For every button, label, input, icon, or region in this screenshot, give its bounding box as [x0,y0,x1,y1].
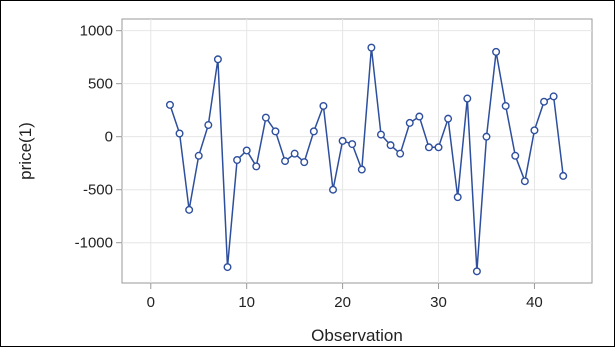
data-point [415,112,424,121]
data-point [367,43,376,52]
data-point [482,132,491,141]
data-point [444,114,453,123]
data-point [549,92,558,101]
data-point [376,130,385,139]
data-point [453,193,462,202]
data-point [252,162,261,171]
x-tick-label: 30 [430,294,447,311]
data-point [290,149,299,158]
x-tick-label: 40 [526,294,543,311]
data-point [338,136,347,145]
x-tick-label: 20 [334,294,351,311]
y-axis-title: price(1) [16,122,35,180]
series-line [169,47,564,272]
x-axis-ticks: 0 10 20 30 40 [147,283,543,311]
data-point [396,149,405,158]
data-point [242,146,251,155]
data-point [204,121,213,130]
data-point [281,157,290,166]
data-point [357,165,366,174]
data-points [165,43,568,276]
data-point [329,185,338,194]
plot-area [121,18,593,284]
data-point [348,140,357,149]
data-point [434,143,443,152]
y-tick-label: 500 [88,76,113,93]
data-point [194,151,203,160]
data-point [309,127,318,136]
data-point [520,177,529,186]
data-point [463,94,472,103]
data-point [165,100,174,109]
data-point [213,55,222,64]
data-point [492,47,501,56]
data-point [405,118,414,127]
data-point [300,158,309,167]
data-point [424,143,433,152]
data-point [175,129,184,138]
y-tick-label: 0 [105,129,113,146]
data-point [271,127,280,136]
y-axis-ticks: 1000 500 0 -500 -1000 [75,23,122,252]
y-tick-label: 1000 [80,23,113,40]
y-tick-label: -500 [83,182,113,199]
x-axis-title: Observation [311,326,403,345]
data-point [386,141,395,150]
y-tick-label: -1000 [75,235,113,252]
data-point [530,126,539,135]
data-point [501,101,510,110]
data-point [559,171,568,180]
x-tick-label: 0 [147,294,155,311]
data-point [540,97,549,106]
data-point [185,205,194,214]
data-point [319,101,328,110]
data-point [472,267,481,276]
data-point [511,151,520,160]
data-point [233,156,242,165]
data-point [223,263,232,272]
grid-lines [122,19,592,283]
x-tick-label: 10 [238,294,255,311]
data-point [261,113,270,122]
